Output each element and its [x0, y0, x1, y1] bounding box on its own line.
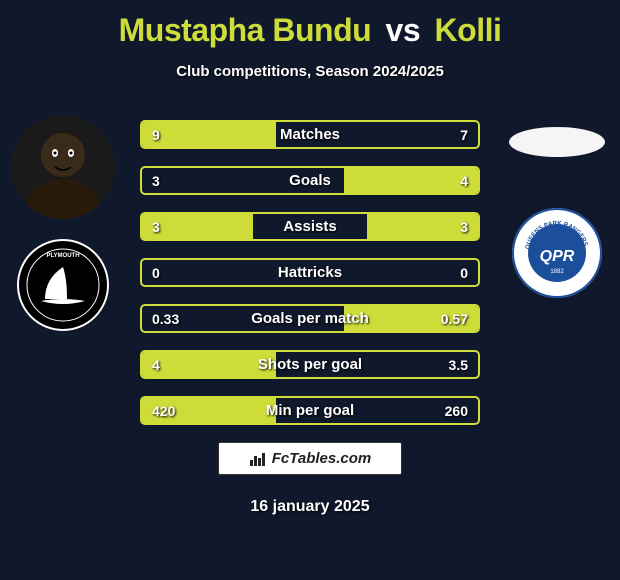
- bar-goals: 3 Goals 4: [140, 166, 480, 195]
- bars-icon: [249, 450, 267, 468]
- player1-name: Mustapha Bundu: [119, 12, 372, 48]
- bar-shots-per-goal: 4 Shots per goal 3.5: [140, 350, 480, 379]
- player1-avatar: [11, 115, 115, 219]
- bar-val-right: 3: [450, 214, 478, 239]
- subtitle: Club competitions, Season 2024/2025: [0, 63, 620, 80]
- qpr-badge: QPR QUEENS PARK RANGERS 1882: [511, 207, 603, 299]
- bar-val-right: 4: [450, 168, 478, 193]
- vs-text: vs: [386, 12, 421, 48]
- bar-label: Assists: [142, 214, 478, 239]
- svg-text:1882: 1882: [550, 269, 564, 275]
- bar-label: Matches: [142, 122, 478, 147]
- plymouth-badge: PLYMOUTH: [17, 239, 109, 331]
- left-column: PLYMOUTH: [8, 115, 118, 331]
- bar-val-right: 7: [450, 122, 478, 147]
- bar-label: Shots per goal: [142, 352, 478, 377]
- bar-matches: 9 Matches 7: [140, 120, 480, 149]
- footer-brand-text: FcTables.com: [272, 450, 371, 467]
- bar-assists: 3 Assists 3: [140, 212, 480, 241]
- bar-label: Goals per match: [142, 306, 478, 331]
- bar-min-per-goal: 420 Min per goal 260: [140, 396, 480, 425]
- bar-label: Goals: [142, 168, 478, 193]
- bar-val-right: 260: [435, 398, 478, 423]
- comparison-title: Mustapha Bundu vs Kolli: [0, 0, 620, 49]
- bar-label: Min per goal: [142, 398, 478, 423]
- date-text: 16 january 2025: [0, 498, 620, 516]
- svg-text:QPR: QPR: [540, 248, 575, 265]
- bar-label: Hattricks: [142, 260, 478, 285]
- right-column: QPR QUEENS PARK RANGERS 1882: [502, 115, 612, 299]
- stat-bars: 9 Matches 7 3 Goals 4 3 Assists 3 0 Hatt…: [140, 120, 480, 425]
- bar-val-right: 0: [450, 260, 478, 285]
- svg-text:PLYMOUTH: PLYMOUTH: [46, 253, 79, 259]
- bar-goals-per-match: 0.33 Goals per match 0.57: [140, 304, 480, 333]
- bar-val-right: 3.5: [439, 352, 478, 377]
- player2-name: Kolli: [435, 12, 502, 48]
- footer-brand: FcTables.com: [218, 442, 402, 475]
- bar-val-right: 0.57: [431, 306, 478, 331]
- player2-avatar: [509, 127, 605, 157]
- bar-hattricks: 0 Hattricks 0: [140, 258, 480, 287]
